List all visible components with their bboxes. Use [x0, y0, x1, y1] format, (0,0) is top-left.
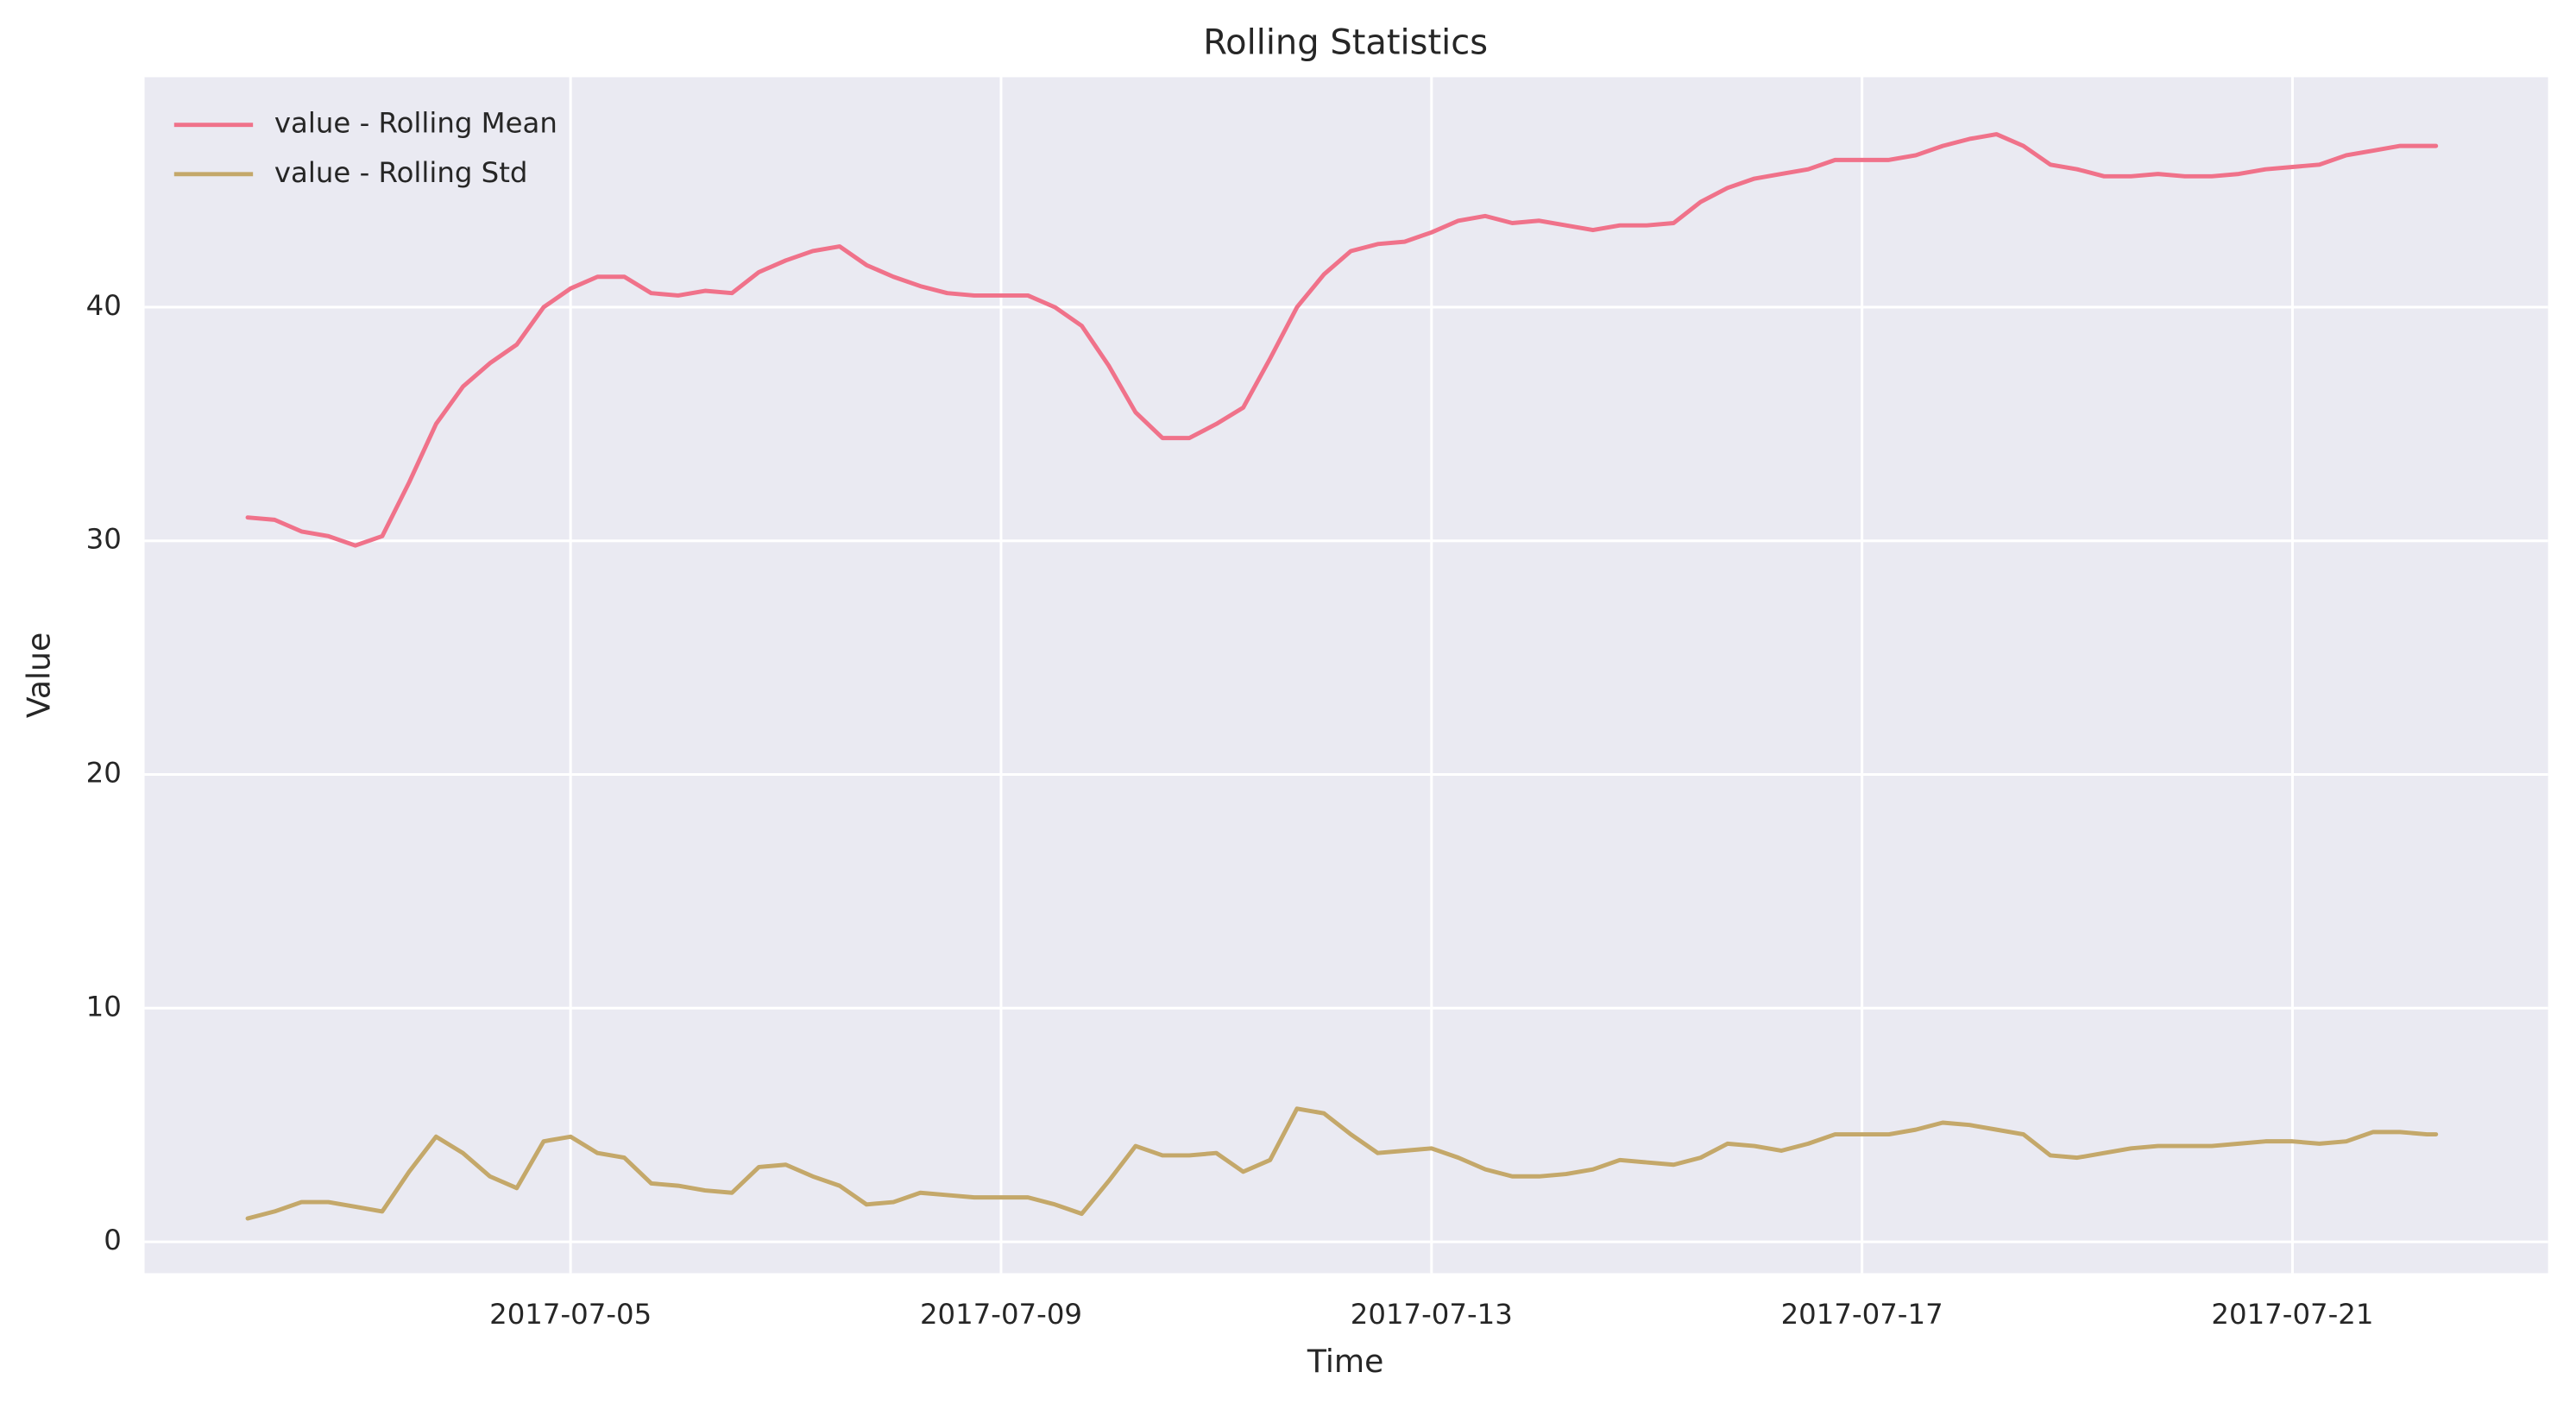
- x-tick-label: 2017-07-09: [920, 1298, 1082, 1331]
- x-tick-label: 2017-07-17: [1781, 1298, 1943, 1331]
- x-tick-label: 2017-07-13: [1351, 1298, 1513, 1331]
- plot-background: [144, 77, 2548, 1274]
- x-tick-label: 2017-07-21: [2211, 1298, 2373, 1331]
- legend-label: value - Rolling Mean: [274, 107, 557, 140]
- y-tick-label: 10: [86, 990, 122, 1023]
- series-line: [245, 1106, 2439, 1221]
- legend-label: value - Rolling Std: [274, 156, 528, 189]
- x-axis-label: Time: [1307, 1343, 1383, 1380]
- y-axis-label: Value: [21, 633, 58, 718]
- y-tick-label: 30: [86, 523, 122, 556]
- y-tick-label: 20: [86, 757, 122, 790]
- y-tick-label: 40: [86, 289, 122, 322]
- legend: value - Rolling Mean value - Rolling Std: [173, 107, 557, 189]
- lines: [245, 132, 2439, 1221]
- series-line: [245, 132, 2439, 548]
- x-tick-label: 2017-07-05: [489, 1298, 652, 1331]
- chart-title: Rolling Statistics: [1203, 22, 1488, 62]
- y-tick-label: 0: [104, 1224, 122, 1256]
